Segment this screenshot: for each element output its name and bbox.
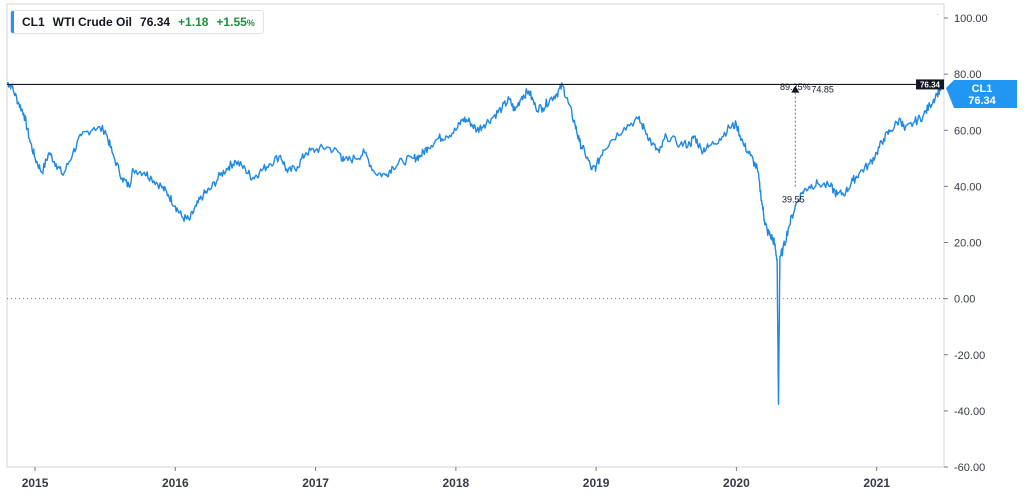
y-tick-label: -20.00 bbox=[954, 350, 985, 362]
measure-percent-label: 89.25% bbox=[780, 82, 811, 92]
reference-line-tag bbox=[916, 79, 944, 90]
y-tick-label: -40.00 bbox=[954, 406, 985, 418]
legend-change-pct-value: +1.55 bbox=[216, 15, 247, 29]
measure-lower-label: 39.55 bbox=[782, 195, 805, 205]
legend-change: +1.18 bbox=[178, 15, 209, 29]
legend-price: 76.34 bbox=[140, 15, 171, 29]
x-tick-label: 2016 bbox=[162, 476, 189, 490]
symbol-legend[interactable]: CL1 WTI Crude Oil 76.34 +1.18 +1.55% bbox=[10, 10, 264, 34]
legend-change-pct: +1.55% bbox=[216, 15, 254, 29]
x-tick-label: 2017 bbox=[302, 476, 329, 490]
scroll-dots: · bbox=[936, 9, 939, 20]
price-series-line bbox=[6, 81, 944, 405]
price-badge bbox=[946, 80, 1017, 108]
legend-change-pct-sign: % bbox=[246, 18, 255, 28]
legend-symbol: CL1 bbox=[22, 15, 45, 29]
plot-frame bbox=[6, 3, 945, 468]
y-tick-label: 80.00 bbox=[954, 69, 982, 81]
measure-upper-label: 74.85 bbox=[811, 85, 834, 95]
y-tick-label: 60.00 bbox=[954, 125, 982, 137]
x-tick-label: 2020 bbox=[723, 476, 750, 490]
reference-line-tag-label: 76.34 bbox=[920, 80, 941, 89]
y-tick-label: 0.00 bbox=[954, 294, 975, 306]
series-color-marker bbox=[11, 11, 14, 33]
x-tick-label: 2015 bbox=[22, 476, 49, 490]
legend-name: WTI Crude Oil bbox=[52, 15, 133, 29]
x-tick-label: 2019 bbox=[583, 476, 610, 490]
x-tick-label: 2018 bbox=[443, 476, 470, 490]
price-badge-symbol: CL1 bbox=[972, 83, 993, 95]
y-tick-label: -60.00 bbox=[954, 462, 985, 474]
measure-arrow-up-icon bbox=[791, 85, 800, 93]
price-badge-price: 76.34 bbox=[968, 95, 996, 107]
y-tick-label: 20.00 bbox=[954, 238, 982, 250]
y-tick-label: 100.00 bbox=[954, 13, 988, 25]
y-tick-label: 40.00 bbox=[954, 181, 982, 193]
x-tick-label: 2021 bbox=[863, 476, 890, 490]
